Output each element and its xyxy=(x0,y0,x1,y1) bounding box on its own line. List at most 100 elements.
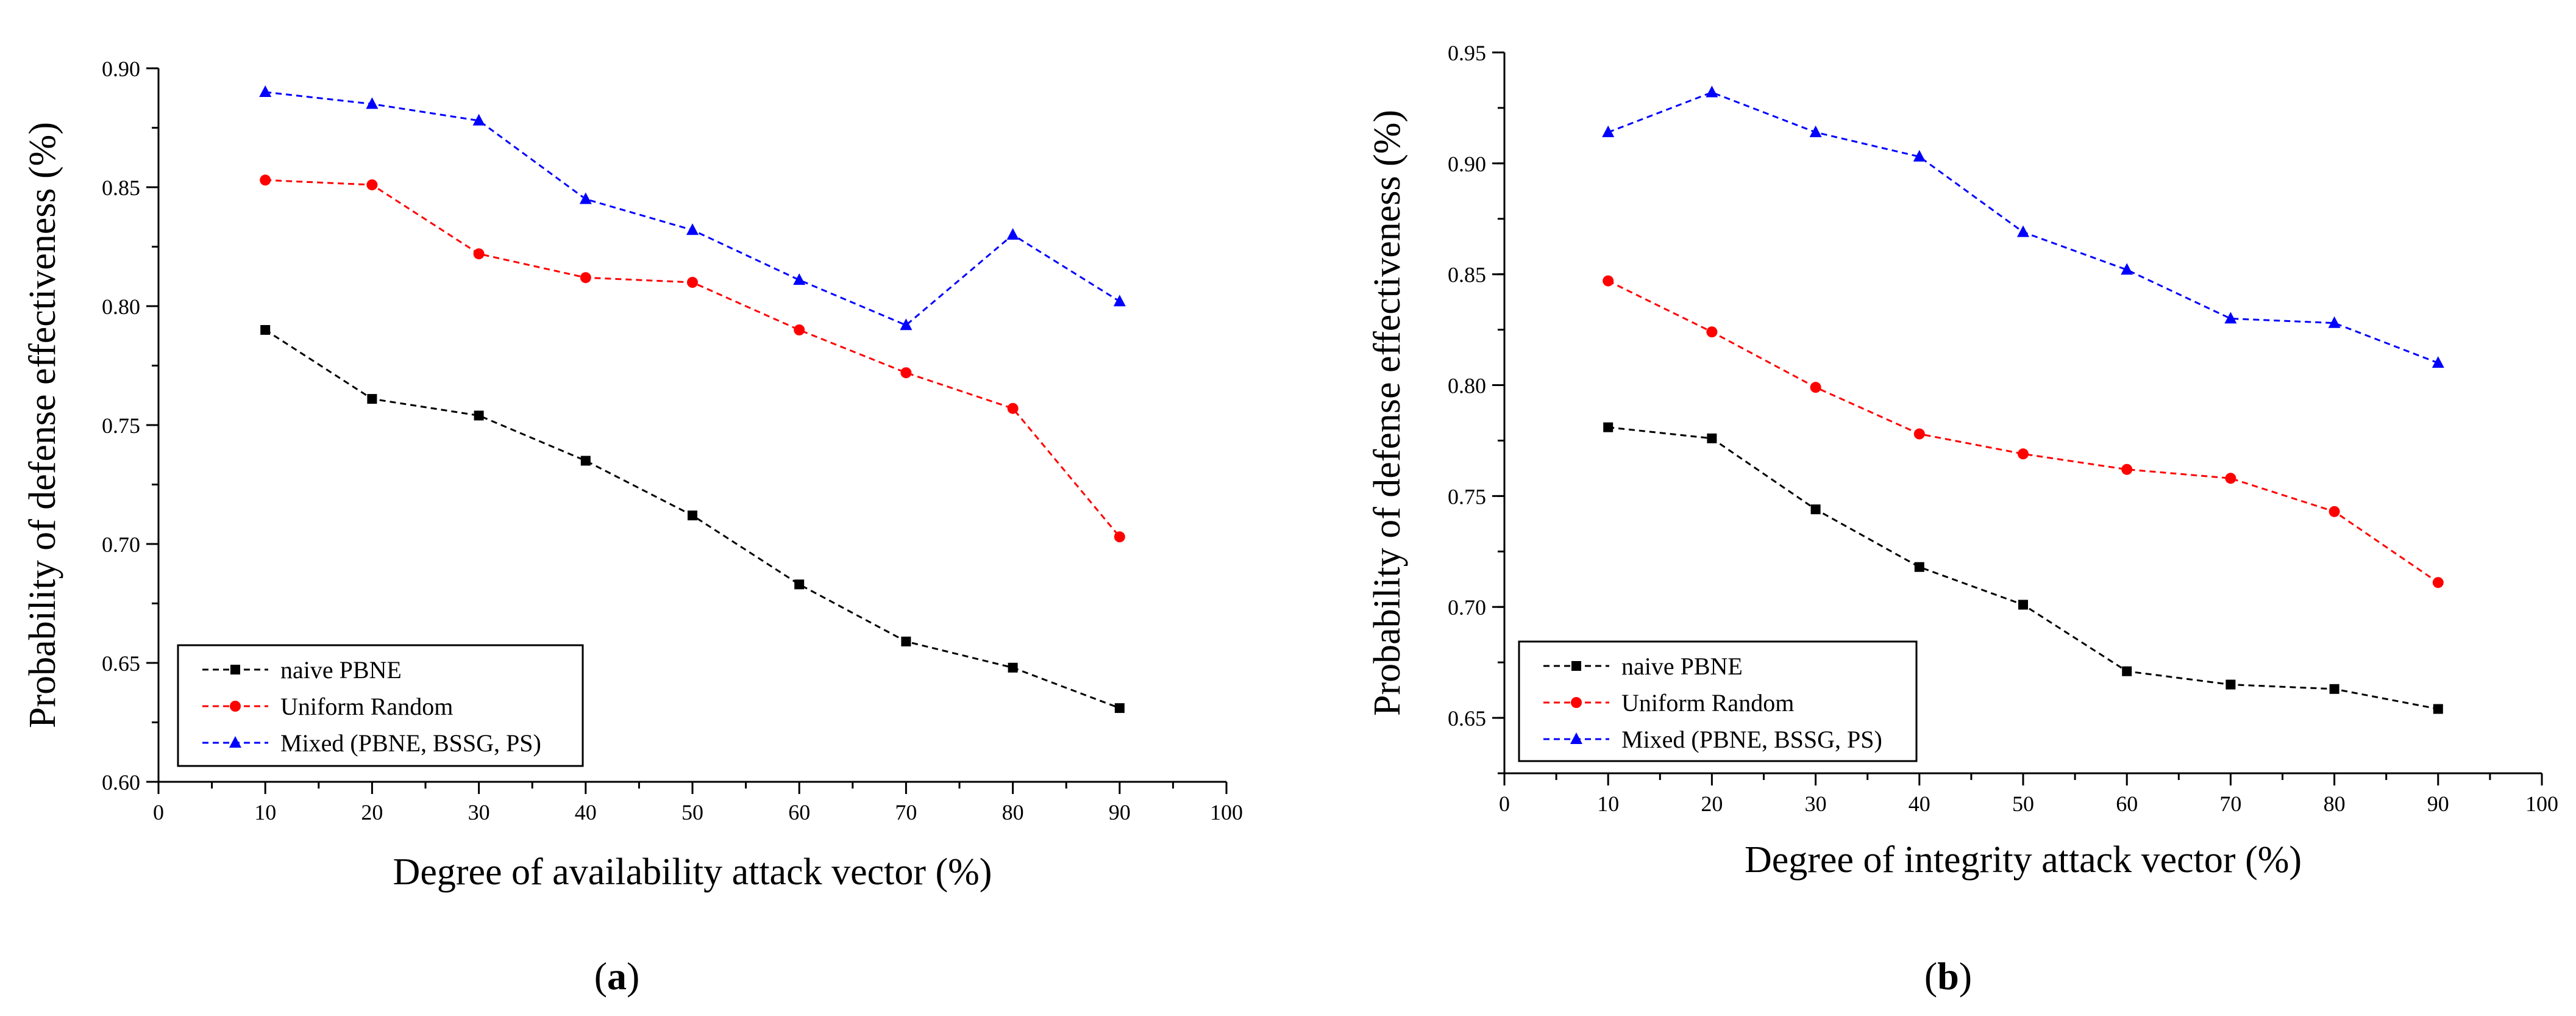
data-point-2-4 xyxy=(2017,225,2029,237)
legend-marker-0 xyxy=(230,665,240,674)
x-tick-label: 0 xyxy=(153,800,164,825)
panel-label-letter: b xyxy=(1937,954,1959,998)
data-point-1-8 xyxy=(2432,577,2444,588)
x-tick-label: 70 xyxy=(2219,792,2241,816)
panel-label: (b) xyxy=(1924,954,1972,998)
x-tick-label: 80 xyxy=(2324,792,2346,816)
x-tick-label: 10 xyxy=(1597,792,1619,816)
data-point-1-8 xyxy=(1114,531,1125,543)
x-tick-label: 90 xyxy=(2427,792,2449,816)
panel-label: (a) xyxy=(594,954,640,998)
data-point-0-7 xyxy=(2329,684,2339,694)
data-point-2-1 xyxy=(366,97,379,109)
data-point-1-3 xyxy=(580,272,591,284)
legend-label-0: naive PBNE xyxy=(1621,653,1743,680)
chart-panel-b: 0 10 20 30 40 50 60 70 80 90 100 0.65 0.70 0.75 0.80 0.… xyxy=(1367,41,2558,998)
data-point-0-0 xyxy=(260,325,271,335)
data-point-0-5 xyxy=(794,579,805,590)
y-tick-label: 0.75 xyxy=(1448,484,1486,509)
y-tick-label: 0.75 xyxy=(102,413,140,438)
x-tick-label: 30 xyxy=(1805,792,1827,816)
data-point-1-4 xyxy=(2018,448,2029,460)
data-point-1-0 xyxy=(260,174,271,186)
data-point-2-6 xyxy=(900,318,913,331)
data-point-0-8 xyxy=(2433,704,2443,714)
x-tick-label: 40 xyxy=(575,800,597,825)
legend: naive PBNE Uniform Random Mixed (PBNE, BSS… xyxy=(1518,640,1918,762)
x-tick-label: 100 xyxy=(1210,800,1243,825)
data-point-1-4 xyxy=(687,277,698,288)
data-point-1-7 xyxy=(1007,402,1019,414)
legend-label-2: Mixed (PBNE, BSSG, PS) xyxy=(280,729,541,757)
data-point-0-5 xyxy=(2122,666,2132,676)
data-point-0-6 xyxy=(901,636,911,646)
y-tick-label: 0.70 xyxy=(1448,595,1486,620)
panel-label-close: ) xyxy=(1959,954,1972,998)
y-tick-label: 0.85 xyxy=(102,176,140,200)
y-tick-label: 0.95 xyxy=(1448,41,1486,65)
legend-marker-1 xyxy=(230,701,241,712)
data-point-2-2 xyxy=(472,113,485,126)
data-point-1-3 xyxy=(1913,428,1925,440)
x-tick-label: 20 xyxy=(1701,792,1723,816)
data-point-1-7 xyxy=(2329,506,2340,517)
data-point-0-1 xyxy=(367,394,377,404)
y-tick-label: 0.60 xyxy=(102,770,140,795)
y-tick-label: 0.80 xyxy=(102,295,140,319)
data-point-1-6 xyxy=(900,367,912,379)
data-point-2-5 xyxy=(2121,263,2133,275)
x-tick-label: 60 xyxy=(2116,792,2138,816)
data-point-2-8 xyxy=(1113,295,1126,307)
panel-label-close: ) xyxy=(627,954,639,998)
y-axis-label: Probability of defense effectiveness (%) xyxy=(22,122,63,728)
data-point-2-5 xyxy=(793,273,806,285)
data-point-0-4 xyxy=(688,510,697,521)
data-point-0-3 xyxy=(580,456,591,466)
data-point-1-2 xyxy=(1810,382,1821,393)
data-point-1-5 xyxy=(794,324,805,335)
data-point-2-2 xyxy=(1809,125,1822,137)
data-point-2-4 xyxy=(686,223,699,235)
data-point-1-0 xyxy=(1603,275,1614,287)
data-point-1-2 xyxy=(473,248,485,260)
data-point-2-6 xyxy=(2224,312,2237,324)
legend-label-1: Uniform Random xyxy=(1621,689,1794,717)
y-tick-label: 0.65 xyxy=(1448,706,1486,731)
data-point-2-7 xyxy=(1006,228,1019,240)
x-tick-label: 0 xyxy=(1499,792,1510,816)
data-point-0-6 xyxy=(2226,679,2236,690)
legend-marker-1 xyxy=(1571,697,1582,708)
legend-marker-2 xyxy=(1570,732,1582,744)
legend-label-0: naive PBNE xyxy=(280,656,402,684)
data-point-0-8 xyxy=(1114,703,1125,714)
y-tick-label: 0.90 xyxy=(102,57,140,81)
data-point-0-0 xyxy=(1603,422,1614,432)
data-point-2-3 xyxy=(579,192,592,204)
y-tick-label: 0.90 xyxy=(1448,152,1486,176)
x-tick-label: 100 xyxy=(2525,792,2558,816)
data-point-2-0 xyxy=(259,85,272,97)
x-tick-label: 30 xyxy=(468,800,490,825)
x-tick-label: 20 xyxy=(361,800,383,825)
panel-label-open: ( xyxy=(1924,954,1937,998)
x-tick-label: 50 xyxy=(681,800,703,825)
data-point-2-7 xyxy=(2328,316,2341,328)
x-tick-label: 50 xyxy=(2012,792,2034,816)
legend: naive PBNE Uniform Random Mixed (PBNE, BSS… xyxy=(177,644,584,767)
data-point-1-6 xyxy=(2225,473,2236,484)
data-point-2-8 xyxy=(2432,356,2444,368)
data-point-2-0 xyxy=(1602,125,1615,137)
x-tick-label: 40 xyxy=(1909,792,1930,816)
panel-label-open: ( xyxy=(594,954,607,998)
data-point-2-3 xyxy=(1913,149,1926,162)
x-tick-label: 80 xyxy=(1002,800,1024,825)
data-point-1-5 xyxy=(2121,463,2133,475)
y-tick-label: 0.70 xyxy=(102,532,140,557)
legend-marker-0 xyxy=(1571,661,1581,671)
series-line-1 xyxy=(1607,280,2439,584)
x-tick-label: 10 xyxy=(254,800,276,825)
data-point-0-2 xyxy=(1810,504,1821,515)
panel-label-letter: a xyxy=(607,954,627,998)
data-point-0-3 xyxy=(1914,562,1924,572)
